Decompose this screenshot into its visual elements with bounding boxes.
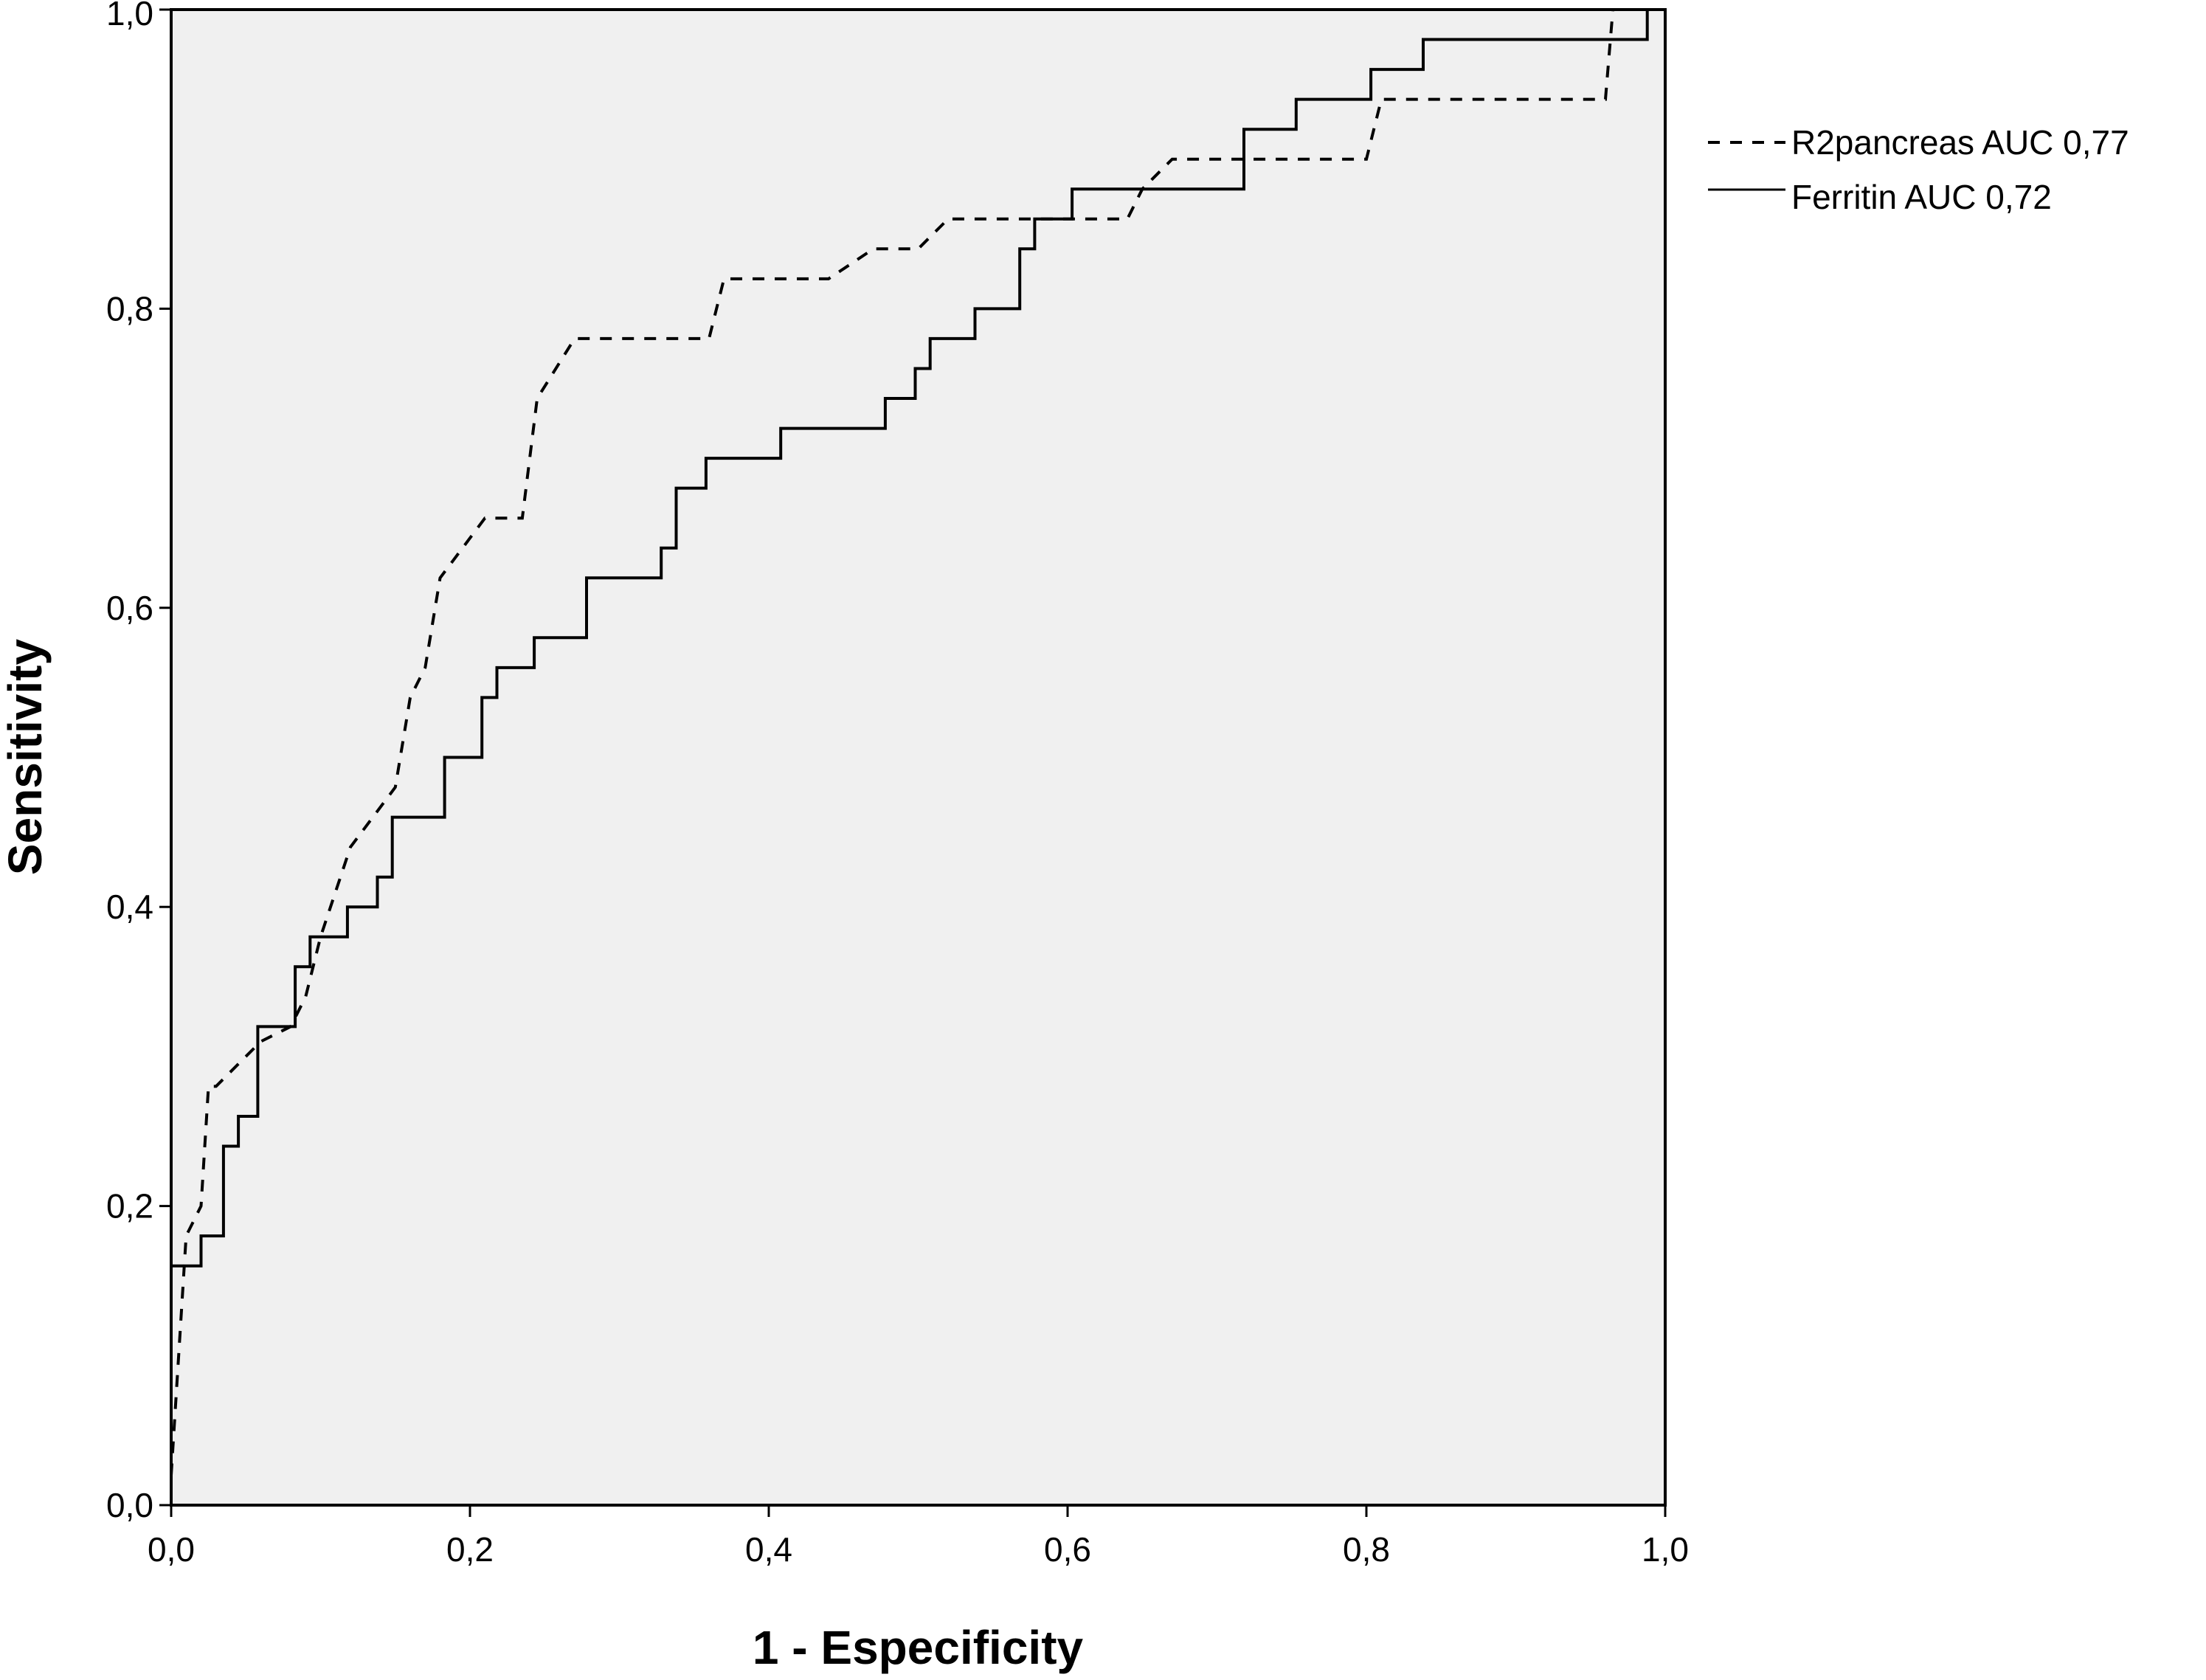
y-tick-label: 0,0	[106, 1486, 153, 1524]
plot-area-background	[171, 10, 1665, 1505]
x-tick-label: 0,0	[148, 1530, 195, 1569]
y-axis-title: Sensitivity	[0, 639, 52, 876]
plot-area-border	[170, 8, 1667, 1507]
legend: R2pancreas AUC 0,77 Ferritin AUC 0,72	[1708, 123, 2129, 216]
x-tick-label: 1,0	[1642, 1530, 1689, 1569]
y-tick-label: 0,8	[106, 289, 153, 328]
series-line-r2pancreas	[170, 8, 1665, 1476]
series-line-ferritin	[170, 8, 1665, 1505]
x-tick-label: 0,6	[1044, 1530, 1091, 1569]
x-tick-label: 0,4	[745, 1530, 792, 1569]
legend-label-ferritin: Ferritin AUC 0,72	[1791, 178, 2052, 216]
y-tick-label: 0,6	[106, 589, 153, 627]
y-axis-ticks: 0,0 0,2 0,4 0,6 0,8 1,0	[106, 0, 171, 1524]
x-tick-label: 0,8	[1343, 1530, 1390, 1569]
x-axis-ticks: 0,0 0,2 0,4 0,6 0,8 1,0	[148, 1505, 1689, 1569]
y-tick-label: 0,2	[106, 1187, 153, 1226]
y-tick-label: 0,4	[106, 888, 153, 926]
legend-label-r2pancreas: R2pancreas AUC 0,77	[1791, 123, 2129, 162]
x-tick-label: 0,2	[446, 1530, 494, 1569]
y-tick-label: 1,0	[106, 0, 153, 32]
x-axis-title: 1 - Especificity	[753, 1621, 1084, 1674]
series-layer	[170, 8, 1665, 1505]
